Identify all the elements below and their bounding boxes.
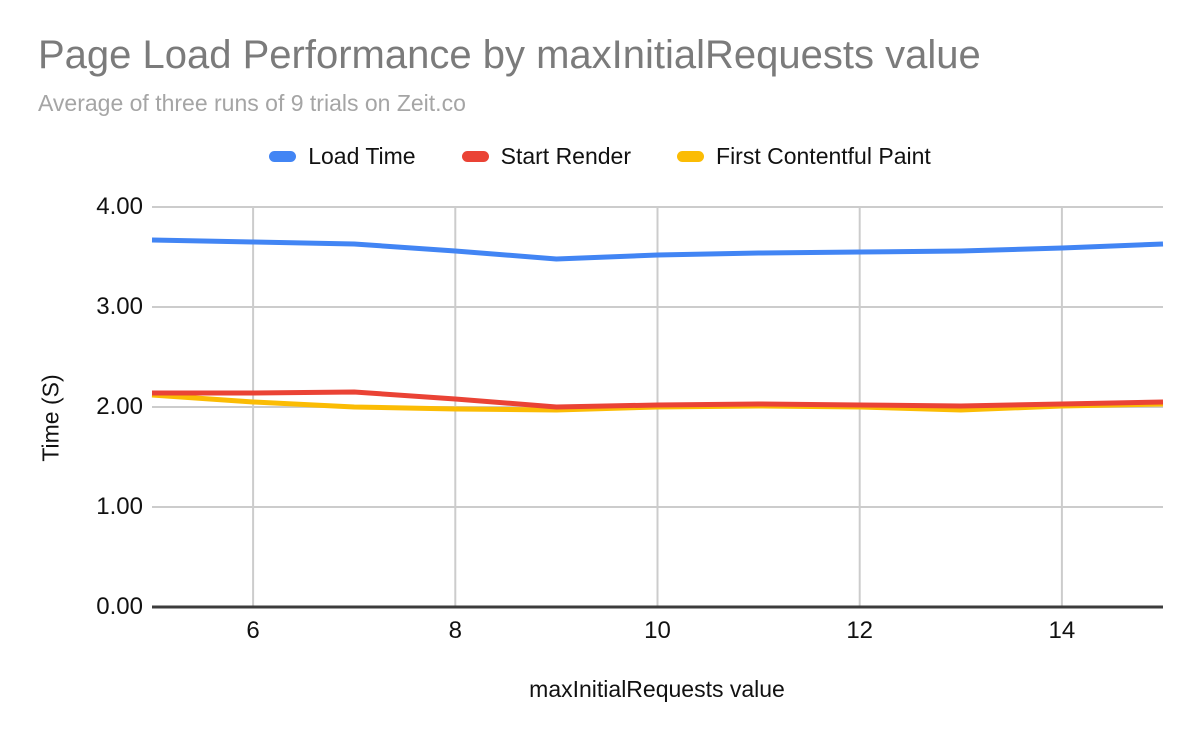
y-axis-title: Time (S) <box>37 374 64 462</box>
legend-label: Start Render <box>500 142 632 169</box>
x-tick-label: 8 <box>448 617 462 644</box>
legend-item-load-time: Load Time <box>269 142 416 170</box>
x-axis-title: maxInitialRequests value <box>529 676 785 702</box>
y-tick-label: 1.00 <box>96 493 143 520</box>
chart-subtitle: Average of three runs of 9 trials on Zei… <box>38 90 466 116</box>
legend-swatch-icon <box>461 150 489 162</box>
line-chart-canvas <box>151 206 1164 609</box>
series-line-load-time <box>151 237 1164 262</box>
chart-legend: Load Time Start Render First Contentful Pa… <box>0 141 1200 171</box>
x-tick-label: 12 <box>846 617 874 644</box>
y-tick-label: 3.00 <box>96 293 143 320</box>
legend-label: Load Time <box>308 142 416 169</box>
legend-item-start-render: Start Render <box>461 142 632 170</box>
y-tick-label: 0.00 <box>96 593 143 620</box>
series-line-start-render <box>152 389 1164 410</box>
y-tick-label: 2.00 <box>96 393 143 420</box>
chart-title: Page Load Performance by maxInitialReque… <box>38 33 981 77</box>
legend-swatch-icon <box>677 150 705 162</box>
x-tick-label: 14 <box>1048 617 1076 644</box>
legend-swatch-icon <box>269 150 297 162</box>
y-tick-label: 4.00 <box>96 193 143 220</box>
x-tick-label: 6 <box>246 617 260 644</box>
x-tick-label: 10 <box>644 617 671 644</box>
legend-label: First Contentful Paint <box>716 142 931 169</box>
plot-area <box>151 206 1164 609</box>
legend-item-first-contentful-paint: First Contentful Paint <box>677 143 931 170</box>
